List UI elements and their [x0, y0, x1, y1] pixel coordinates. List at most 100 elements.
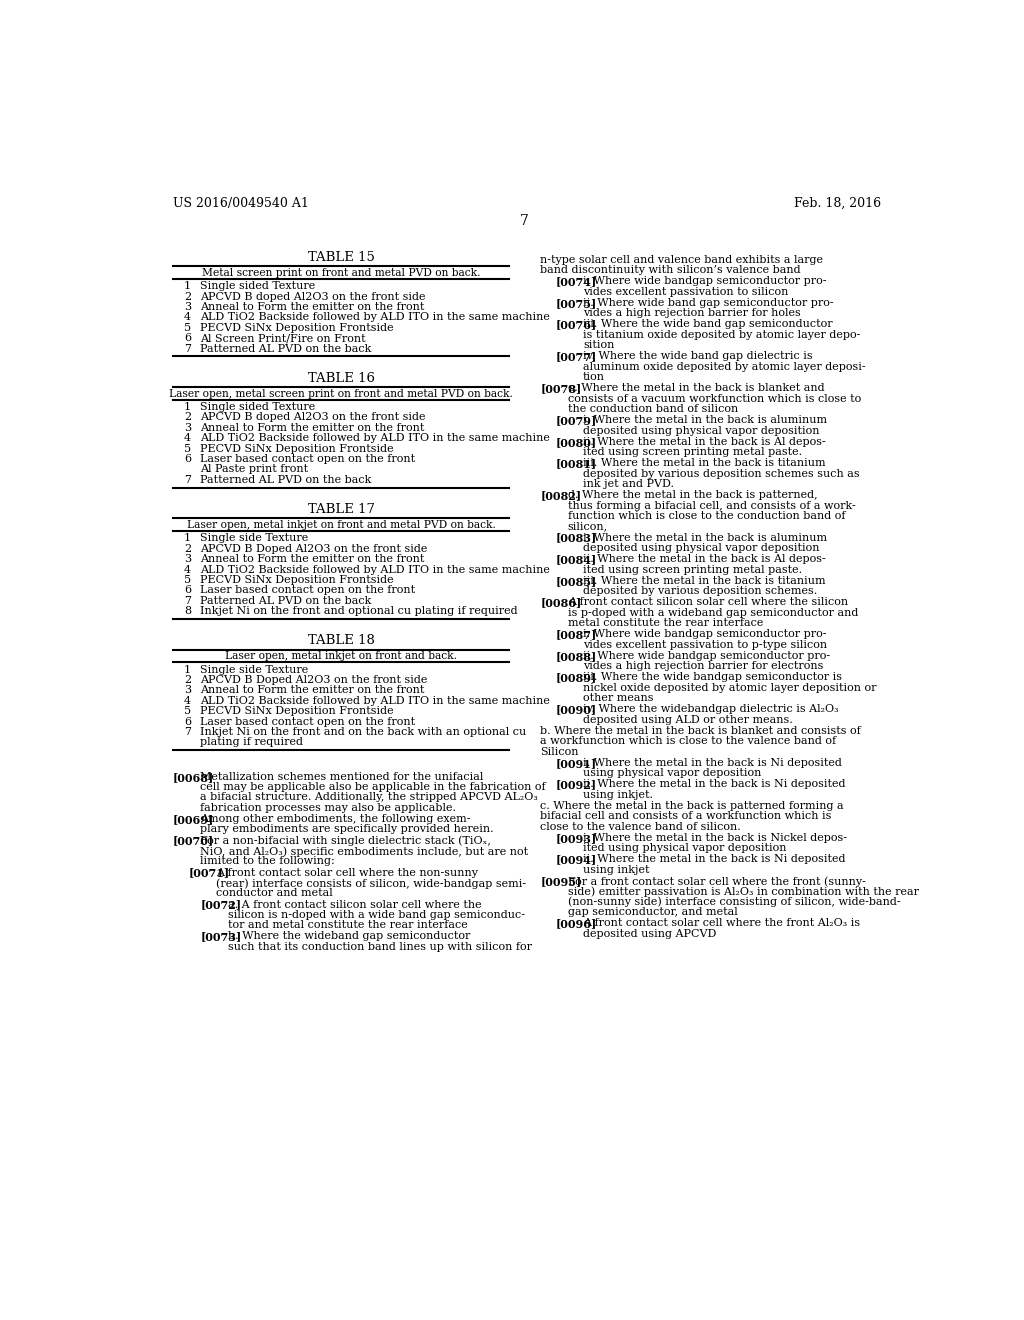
- Text: Anneal to Form the emitter on the front: Anneal to Form the emitter on the front: [200, 422, 425, 433]
- Text: 2: 2: [183, 675, 190, 685]
- Text: [0086]: [0086]: [541, 598, 582, 609]
- Text: Laser open, metal screen print on front and metal PVD on back.: Laser open, metal screen print on front …: [169, 388, 513, 399]
- Text: Silicon: Silicon: [541, 747, 579, 756]
- Text: Al Screen Print/Fire on Front: Al Screen Print/Fire on Front: [200, 333, 366, 343]
- Text: i. Where the metal in the back is Ni deposited: i. Where the metal in the back is Ni dep…: [583, 758, 842, 768]
- Text: Patterned AL PVD on the back: Patterned AL PVD on the back: [200, 343, 372, 354]
- Text: [0076]: [0076]: [556, 319, 597, 330]
- Text: ii. Where the metal in the back is Al depos-: ii. Where the metal in the back is Al de…: [583, 554, 825, 564]
- Text: i. Where the metal in the back is aluminum: i. Where the metal in the back is alumin…: [583, 416, 827, 425]
- Text: silicon,: silicon,: [567, 521, 607, 532]
- Text: 3: 3: [183, 302, 190, 312]
- Text: using physical vapor deposition: using physical vapor deposition: [583, 768, 762, 779]
- Text: [0092]: [0092]: [556, 779, 597, 791]
- Text: thus forming a bifacial cell, and consists of a work-: thus forming a bifacial cell, and consis…: [567, 500, 855, 511]
- Text: band discontinuity with silicon’s valence band: band discontinuity with silicon’s valenc…: [541, 265, 801, 275]
- Text: ited using screen printing metal paste.: ited using screen printing metal paste.: [583, 565, 802, 574]
- Text: n-type solar cell and valence band exhibits a large: n-type solar cell and valence band exhib…: [541, 255, 823, 264]
- Text: PECVD SiNx Deposition Frontside: PECVD SiNx Deposition Frontside: [200, 706, 393, 717]
- Text: tion: tion: [583, 372, 605, 381]
- Text: [0075]: [0075]: [556, 298, 597, 309]
- Text: fabrication processes may also be applicable.: fabrication processes may also be applic…: [201, 803, 457, 813]
- Text: vides excellent passivation to silicon: vides excellent passivation to silicon: [583, 286, 788, 297]
- Text: Metal screen print on front and metal PVD on back.: Metal screen print on front and metal PV…: [202, 268, 480, 277]
- Text: iii. Where the metal in the back is titanium: iii. Where the metal in the back is tita…: [583, 458, 825, 469]
- Text: ited using screen printing metal paste.: ited using screen printing metal paste.: [583, 447, 802, 457]
- Text: using inkjet: using inkjet: [583, 865, 649, 875]
- Text: c. Where the metal in the back is patterned forming a: c. Where the metal in the back is patter…: [541, 801, 844, 810]
- Text: deposited using APCVD: deposited using APCVD: [583, 929, 717, 939]
- Text: i. Where the metal in the back is Nickel depos-: i. Where the metal in the back is Nickel…: [583, 833, 847, 843]
- Text: 6: 6: [183, 333, 190, 343]
- Text: [0084]: [0084]: [556, 554, 597, 565]
- Text: close to the valence band of silicon.: close to the valence band of silicon.: [541, 822, 741, 832]
- Text: Metallization schemes mentioned for the unifacial: Metallization schemes mentioned for the …: [201, 772, 483, 781]
- Text: TABLE 18: TABLE 18: [307, 635, 375, 647]
- Text: 6: 6: [183, 454, 190, 465]
- Text: deposited by various deposition schemes such as: deposited by various deposition schemes …: [583, 469, 860, 479]
- Text: Inkjet Ni on the front and on the back with an optional cu: Inkjet Ni on the front and on the back w…: [200, 727, 526, 737]
- Text: Feb. 18, 2016: Feb. 18, 2016: [795, 197, 882, 210]
- Text: 5: 5: [183, 444, 190, 454]
- Text: 2: 2: [183, 544, 190, 554]
- Text: [0077]: [0077]: [556, 351, 597, 362]
- Text: 6: 6: [183, 717, 190, 726]
- Text: i. Where wide bandgap semiconductor pro-: i. Where wide bandgap semiconductor pro-: [583, 276, 826, 286]
- Text: deposited by various deposition schemes.: deposited by various deposition schemes.: [583, 586, 817, 597]
- Text: deposited using ALD or other means.: deposited using ALD or other means.: [583, 714, 793, 725]
- Text: 5: 5: [183, 323, 190, 333]
- Text: ii. Where wide band gap semiconductor pro-: ii. Where wide band gap semiconductor pr…: [583, 298, 834, 308]
- Text: TABLE 17: TABLE 17: [307, 503, 375, 516]
- Text: aluminum oxide deposited by atomic layer deposi-: aluminum oxide deposited by atomic layer…: [583, 362, 865, 372]
- Text: cell may be applicable also be applicable in the fabrication of: cell may be applicable also be applicabl…: [201, 781, 546, 792]
- Text: [0069]: [0069]: [173, 814, 214, 825]
- Text: c. Where the metal in the back is blanket and: c. Where the metal in the back is blanke…: [567, 383, 824, 393]
- Text: 4: 4: [183, 565, 190, 574]
- Text: ii. Where wide bandgap semiconductor pro-: ii. Where wide bandgap semiconductor pro…: [583, 651, 830, 661]
- Text: the conduction band of silicon: the conduction band of silicon: [567, 404, 738, 414]
- Text: 3: 3: [183, 554, 190, 564]
- Text: conductor and metal: conductor and metal: [216, 888, 333, 899]
- Text: A front contact solar cell where the front Al₂O₃ is: A front contact solar cell where the fro…: [583, 919, 860, 928]
- Text: i. Where wide bandgap semiconductor pro-: i. Where wide bandgap semiconductor pro-: [583, 630, 826, 639]
- Text: other means: other means: [583, 693, 653, 704]
- Text: 5: 5: [183, 576, 190, 585]
- Text: A front contact solar cell where the non-sunny: A front contact solar cell where the non…: [216, 867, 478, 878]
- Text: US 2016/0049540 A1: US 2016/0049540 A1: [173, 197, 309, 210]
- Text: side) emitter passivation is Al₂O₃ in combination with the rear: side) emitter passivation is Al₂O₃ in co…: [567, 887, 919, 898]
- Text: consists of a vacuum workfunction which is close to: consists of a vacuum workfunction which …: [567, 393, 861, 404]
- Text: Laser based contact open on the front: Laser based contact open on the front: [200, 717, 415, 726]
- Text: Inkjet Ni on the front and optional cu plating if required: Inkjet Ni on the front and optional cu p…: [200, 606, 518, 616]
- Text: 7: 7: [183, 475, 190, 484]
- Text: iv. Where the wide band gap dielectric is: iv. Where the wide band gap dielectric i…: [583, 351, 813, 362]
- Text: APCVD B doped Al2O3 on the front side: APCVD B doped Al2O3 on the front side: [200, 412, 426, 422]
- Text: ii. Where the metal in the back is Al depos-: ii. Where the metal in the back is Al de…: [583, 437, 825, 446]
- Text: APCVD B Doped Al2O3 on the front side: APCVD B Doped Al2O3 on the front side: [200, 675, 427, 685]
- Text: Single side Texture: Single side Texture: [200, 665, 308, 675]
- Text: A front contact silicon solar cell where the silicon: A front contact silicon solar cell where…: [567, 598, 848, 607]
- Text: plary embodiments are specifically provided herein.: plary embodiments are specifically provi…: [201, 825, 494, 834]
- Text: Single sided Texture: Single sided Texture: [200, 281, 315, 292]
- Text: 7: 7: [183, 595, 190, 606]
- Text: [0078]: [0078]: [541, 383, 582, 395]
- Text: using inkjet.: using inkjet.: [583, 789, 653, 800]
- Text: [0088]: [0088]: [556, 651, 597, 661]
- Text: ALD TiO2 Backside followed by ALD ITO in the same machine: ALD TiO2 Backside followed by ALD ITO in…: [200, 433, 550, 444]
- Text: 2: 2: [183, 292, 190, 301]
- Text: [0080]: [0080]: [556, 437, 597, 447]
- Text: a bifacial structure. Additionally, the stripped APCVD AL₂O₃: a bifacial structure. Additionally, the …: [201, 792, 538, 803]
- Text: 3: 3: [183, 422, 190, 433]
- Text: Patterned AL PVD on the back: Patterned AL PVD on the back: [200, 595, 372, 606]
- Text: tor and metal constitute the rear interface: tor and metal constitute the rear interf…: [228, 920, 468, 931]
- Text: (rear) interface consists of silicon, wide-bandgap semi-: (rear) interface consists of silicon, wi…: [216, 878, 526, 888]
- Text: PECVD SiNx Deposition Frontside: PECVD SiNx Deposition Frontside: [200, 576, 393, 585]
- Text: is p-doped with a wideband gap semiconductor and: is p-doped with a wideband gap semicondu…: [567, 607, 858, 618]
- Text: is titanium oxide deposited by atomic layer depo-: is titanium oxide deposited by atomic la…: [583, 330, 860, 339]
- Text: vides a high rejection barrier for electrons: vides a high rejection barrier for elect…: [583, 661, 823, 671]
- Text: sition: sition: [583, 341, 614, 350]
- Text: Laser open, metal inkjet on front and metal PVD on back.: Laser open, metal inkjet on front and me…: [186, 520, 496, 529]
- Text: b. Where the wideband gap semiconductor: b. Where the wideband gap semiconductor: [228, 932, 470, 941]
- Text: [0087]: [0087]: [556, 630, 597, 640]
- Text: nickel oxide deposited by atomic layer deposition or: nickel oxide deposited by atomic layer d…: [583, 682, 877, 693]
- Text: 7: 7: [183, 727, 190, 737]
